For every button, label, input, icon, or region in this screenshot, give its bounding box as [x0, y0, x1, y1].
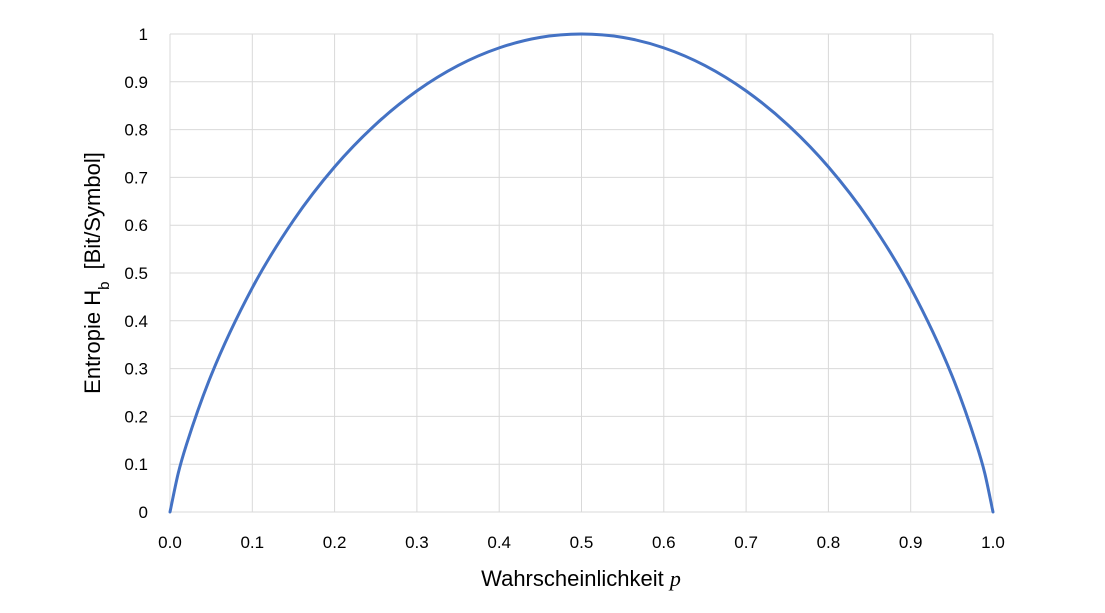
x-axis-title-text: Wahrscheinlichkeit — [481, 566, 664, 591]
x-axis-variable: p — [668, 566, 681, 591]
y-tick-label: 0.7 — [124, 168, 148, 187]
x-tick-label: 0.3 — [405, 533, 429, 552]
entropy-curve — [168, 32, 995, 514]
y-tick-label: 0.6 — [124, 216, 148, 235]
y-tick-label: 0.4 — [124, 312, 148, 331]
x-tick-label: 0.4 — [487, 533, 511, 552]
x-tick-label: 0.1 — [240, 533, 264, 552]
y-axis-subscript: b — [96, 282, 113, 290]
x-tick-label: 0.7 — [734, 533, 758, 552]
x-tick-label: 0.2 — [323, 533, 347, 552]
y-tick-label: 0.2 — [124, 407, 148, 426]
y-tick-label: 0.9 — [124, 73, 148, 92]
y-axis-title-text: Entropie — [80, 312, 105, 394]
y-axis-title-group: Entropie Hb [Bit/Symbol] — [80, 152, 113, 394]
y-axis-unit: [Bit/Symbol] — [80, 152, 105, 269]
y-tick-label: 1 — [139, 25, 148, 44]
y-tick-label: 0 — [139, 503, 148, 522]
x-tick-label: 0.6 — [652, 533, 676, 552]
x-tick-label: 0.5 — [570, 533, 594, 552]
x-tick-label: 0.0 — [158, 533, 182, 552]
y-tick-label: 0.3 — [124, 360, 148, 379]
y-tick-label: 0.8 — [124, 121, 148, 140]
x-tick-label: 1.0 — [981, 533, 1005, 552]
x-tick-label: 0.9 — [899, 533, 923, 552]
x-axis-title: Wahrscheinlichkeit p — [481, 566, 681, 591]
y-axis-title: Entropie Hb [Bit/Symbol] — [80, 152, 113, 394]
x-tick-label: 0.8 — [817, 533, 841, 552]
y-tick-label: 0.1 — [124, 455, 148, 474]
grid — [169, 33, 994, 513]
y-tick-labels: 0 0.1 0.2 0.3 0.4 0.5 0.6 0.7 0.8 0.9 1 — [124, 25, 148, 522]
series-group — [168, 32, 995, 514]
y-axis-symbol: H — [80, 290, 105, 306]
x-tick-labels: 0.0 0.1 0.2 0.3 0.4 0.5 0.6 0.7 0.8 0.9 1.0 — [158, 533, 1005, 552]
y-tick-label: 0.5 — [124, 264, 148, 283]
